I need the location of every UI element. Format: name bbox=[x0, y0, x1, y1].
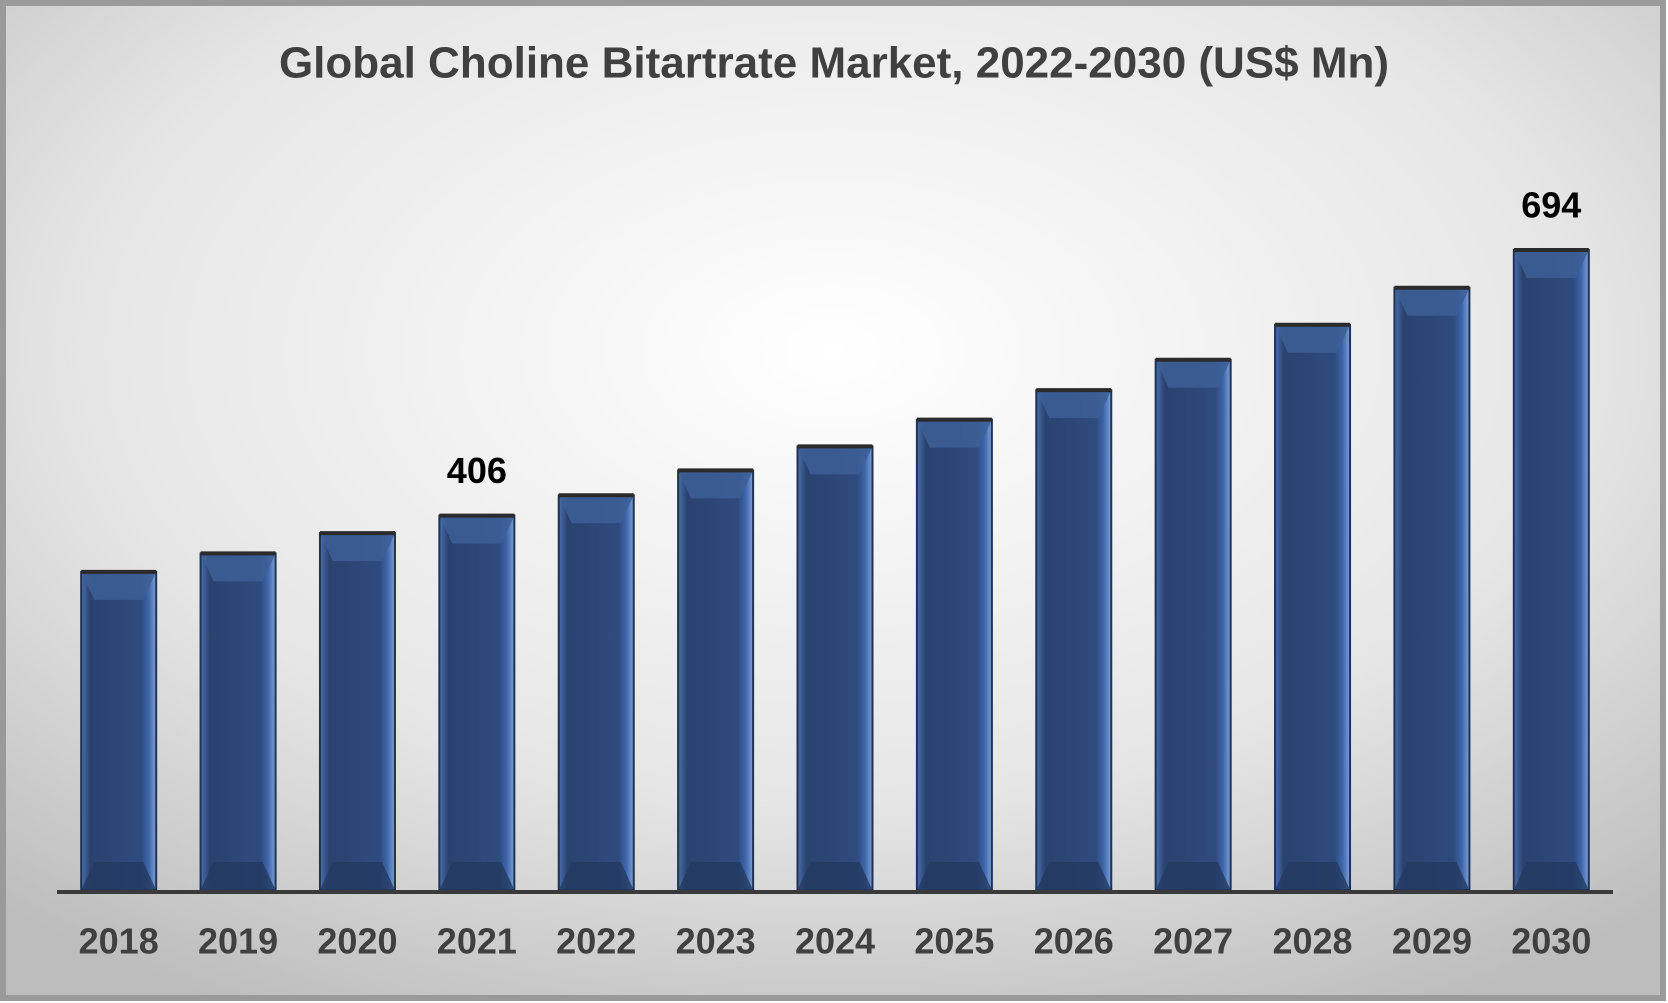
bar bbox=[557, 494, 635, 891]
bar bbox=[1393, 286, 1471, 891]
x-tick-label: 2023 bbox=[676, 921, 756, 962]
bar-bevel-bottom bbox=[678, 862, 754, 890]
bar-bevel-bottom bbox=[558, 862, 634, 890]
x-tick-label: 2018 bbox=[79, 921, 159, 962]
bar bbox=[199, 552, 277, 891]
x-tick-label: 2030 bbox=[1511, 921, 1591, 962]
bar-bevel-bottom bbox=[1155, 862, 1231, 890]
bar-bevel-bottom bbox=[1275, 862, 1351, 890]
bar-bevel-top bbox=[558, 495, 634, 524]
x-tick-label: 2021 bbox=[437, 921, 517, 962]
bar bbox=[1512, 249, 1590, 891]
bar-bevel-bottom bbox=[200, 862, 276, 890]
bar-bevel-bottom bbox=[1394, 862, 1470, 890]
bar-bevel-top bbox=[1155, 359, 1231, 388]
x-tick-label: 2028 bbox=[1272, 921, 1352, 962]
x-tick-label: 2029 bbox=[1392, 921, 1472, 962]
data-label: 406 bbox=[447, 450, 507, 491]
data-label: 694 bbox=[1521, 185, 1581, 226]
bar bbox=[1035, 389, 1113, 891]
x-tick-label: 2025 bbox=[914, 921, 994, 962]
bar-bevel-top bbox=[678, 470, 754, 499]
bar-bevel-top bbox=[1275, 324, 1351, 353]
bar bbox=[796, 445, 874, 891]
bar-bevel-top bbox=[1394, 287, 1470, 316]
bar-bevel-top bbox=[439, 515, 515, 544]
bar-bevel-top bbox=[319, 533, 395, 562]
bar bbox=[318, 532, 396, 891]
x-tick-label: 2020 bbox=[317, 921, 397, 962]
bar-bevel-bottom bbox=[1513, 862, 1589, 890]
bar bbox=[80, 570, 158, 891]
x-tick-label: 2027 bbox=[1153, 921, 1233, 962]
bar bbox=[915, 418, 993, 891]
bar-bevel-bottom bbox=[797, 862, 873, 890]
bar-bevel-top bbox=[1036, 390, 1112, 419]
bar bbox=[677, 469, 755, 891]
plot-area: 2018 2019 2020 2021 406 2022 2023 2024 2025 2026 2… bbox=[79, 185, 1592, 962]
bar-bevel-top bbox=[797, 446, 873, 475]
bar-bevel-bottom bbox=[916, 862, 992, 890]
bar-bevel-bottom bbox=[319, 862, 395, 890]
x-tick-label: 2022 bbox=[556, 921, 636, 962]
bar-bevel-bottom bbox=[439, 862, 515, 890]
x-tick-label: 2024 bbox=[795, 921, 875, 962]
bar bbox=[1154, 358, 1232, 891]
bar-bevel-top bbox=[200, 553, 276, 582]
bar-bevel-bottom bbox=[81, 862, 157, 890]
bar-bevel-top bbox=[916, 419, 992, 448]
chart-title: Global Choline Bitartrate Market, 2022-2… bbox=[279, 39, 1389, 88]
bar-bevel-top bbox=[81, 571, 157, 600]
bar bbox=[1274, 323, 1352, 892]
bar-bevel-bottom bbox=[1036, 862, 1112, 890]
bar-bevel-top bbox=[1513, 250, 1589, 278]
x-tick-label: 2026 bbox=[1034, 921, 1114, 962]
bar bbox=[438, 514, 516, 891]
x-tick-label: 2019 bbox=[198, 921, 278, 962]
